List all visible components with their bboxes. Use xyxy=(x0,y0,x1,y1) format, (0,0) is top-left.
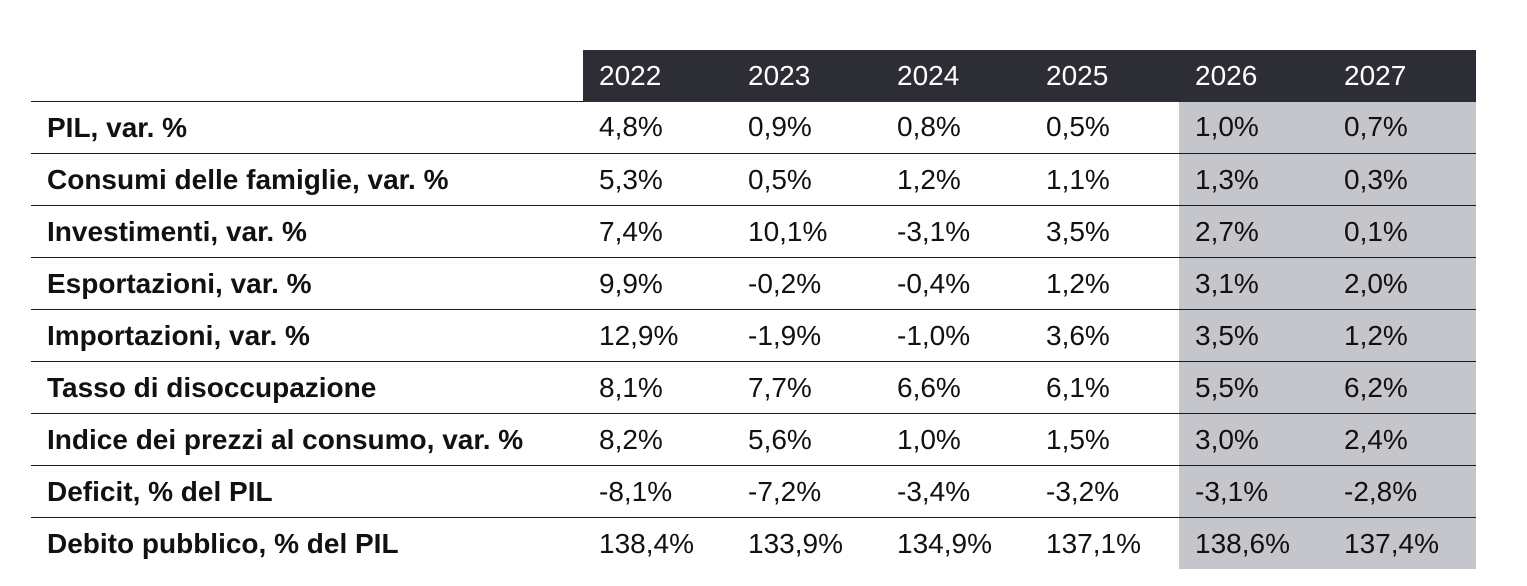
value-cell-2027: -2,8% xyxy=(1328,465,1476,518)
table-row: PIL, var. % 4,8% 0,9% 0,8% 0,5% 1,0% 0,7% xyxy=(31,101,1476,154)
table-body: PIL, var. % 4,8% 0,9% 0,8% 0,5% 1,0% 0,7% Consu… xyxy=(31,101,1476,569)
row-label: Esportazioni, var. % xyxy=(31,257,583,310)
value-cell-2027: 1,2% xyxy=(1328,309,1476,362)
value-cell-2022: 8,1% xyxy=(583,361,732,414)
table-row: Esportazioni, var. % 9,9% -0,2% -0,4% 1,2% 3,… xyxy=(31,257,1476,310)
value-cell-2023: -7,2% xyxy=(732,465,881,518)
value-cell-2022: 9,9% xyxy=(583,257,732,310)
row-label: Tasso di disoccupazione xyxy=(31,361,583,414)
table-row: Importazioni, var. % 12,9% -1,9% -1,0% 3,6% 3… xyxy=(31,309,1476,362)
value-cell-2023: -1,9% xyxy=(732,309,881,362)
value-cell-2027: 0,3% xyxy=(1328,153,1476,206)
value-cell-2026: 2,7% xyxy=(1179,205,1328,258)
value-cell-2025: 3,6% xyxy=(1030,309,1179,362)
value-cell-2024: -3,4% xyxy=(881,465,1030,518)
value-cell-2025: 1,2% xyxy=(1030,257,1179,310)
value-cell-2025: 3,5% xyxy=(1030,205,1179,258)
value-cell-2024: -1,0% xyxy=(881,309,1030,362)
value-cell-2027: 2,4% xyxy=(1328,413,1476,466)
value-cell-2022: 138,4% xyxy=(583,517,732,569)
value-cell-2026: 138,6% xyxy=(1179,517,1328,569)
value-cell-2024: 1,0% xyxy=(881,413,1030,466)
column-header-2026: 2026 xyxy=(1179,50,1328,102)
row-label: Consumi delle famiglie, var. % xyxy=(31,153,583,206)
value-cell-2026: 5,5% xyxy=(1179,361,1328,414)
row-label: Debito pubblico, % del PIL xyxy=(31,517,583,569)
value-cell-2024: -0,4% xyxy=(881,257,1030,310)
value-cell-2022: 12,9% xyxy=(583,309,732,362)
value-cell-2024: 6,6% xyxy=(881,361,1030,414)
column-header-2023: 2023 xyxy=(732,50,881,102)
table-row: Deficit, % del PIL -8,1% -7,2% -3,4% -3,2% -3… xyxy=(31,465,1476,518)
value-cell-2026: 3,1% xyxy=(1179,257,1328,310)
value-cell-2023: 7,7% xyxy=(732,361,881,414)
column-header-2022: 2022 xyxy=(583,50,732,102)
value-cell-2027: 0,7% xyxy=(1328,101,1476,154)
header-corner-cell xyxy=(31,50,583,102)
table-row: Tasso di disoccupazione 8,1% 7,7% 6,6% 6,1% 5… xyxy=(31,361,1476,414)
value-cell-2025: 6,1% xyxy=(1030,361,1179,414)
row-label: Investimenti, var. % xyxy=(31,205,583,258)
column-header-2025: 2025 xyxy=(1030,50,1179,102)
value-cell-2027: 0,1% xyxy=(1328,205,1476,258)
value-cell-2026: 3,0% xyxy=(1179,413,1328,466)
row-label: Indice dei prezzi al consumo, var. % xyxy=(31,413,583,466)
value-cell-2022: 4,8% xyxy=(599,111,663,143)
value-cell-2023: 5,6% xyxy=(732,413,881,466)
value-cell-2026: 1,0% xyxy=(1179,101,1328,154)
table-row: Indice dei prezzi al consumo, var. % 8,2%… xyxy=(31,413,1476,466)
table-row: Consumi delle famiglie, var. % 5,3% 0,5% 1,… xyxy=(31,153,1476,206)
forecast-table: 2022 2023 2024 2025 2026 2027 PIL, var. … xyxy=(31,50,1476,569)
value-cell-2023: -0,2% xyxy=(732,257,881,310)
value-cell-2027: 2,0% xyxy=(1328,257,1476,310)
column-header-2027: 2027 xyxy=(1328,50,1476,102)
column-header-2024: 2024 xyxy=(881,50,1030,102)
value-cell-2024: 0,8% xyxy=(897,111,961,143)
value-cell-2023: 10,1% xyxy=(732,205,881,258)
row-label: PIL, var. % xyxy=(47,111,188,143)
value-cell-2023: 0,5% xyxy=(732,153,881,206)
value-cell-2025: -3,2% xyxy=(1030,465,1179,518)
value-cell-2022: 8,2% xyxy=(583,413,732,466)
row-label: Deficit, % del PIL xyxy=(31,465,583,518)
value-cell-2025: 1,1% xyxy=(1030,153,1179,206)
row-label: Importazioni, var. % xyxy=(31,309,583,362)
value-cell-2027: 6,2% xyxy=(1328,361,1476,414)
value-cell-2026: 3,5% xyxy=(1179,309,1328,362)
value-cell-2027: 137,4% xyxy=(1328,517,1476,569)
table-row: Debito pubblico, % del PIL 138,4% 133,9% 13… xyxy=(31,517,1476,569)
value-cell-2025: 0,5% xyxy=(1046,111,1110,143)
value-cell-2026: -3,1% xyxy=(1179,465,1328,518)
value-cell-2022: 7,4% xyxy=(583,205,732,258)
value-cell-2025: 137,1% xyxy=(1030,517,1179,569)
table-header: 2022 2023 2024 2025 2026 2027 xyxy=(31,50,1476,102)
table-row: Investimenti, var. % 7,4% 10,1% -3,1% 3,5% 2,… xyxy=(31,205,1476,258)
value-cell-2024: -3,1% xyxy=(881,205,1030,258)
value-cell-2024: 1,2% xyxy=(881,153,1030,206)
value-cell-2024: 134,9% xyxy=(881,517,1030,569)
value-cell-2022: -8,1% xyxy=(583,465,732,518)
value-cell-2022: 5,3% xyxy=(583,153,732,206)
value-cell-2023: 133,9% xyxy=(732,517,881,569)
value-cell-2023: 0,9% xyxy=(748,111,812,143)
value-cell-2026: 1,3% xyxy=(1179,153,1328,206)
header-row: 2022 2023 2024 2025 2026 2027 xyxy=(31,50,1476,102)
value-cell-2025: 1,5% xyxy=(1030,413,1179,466)
